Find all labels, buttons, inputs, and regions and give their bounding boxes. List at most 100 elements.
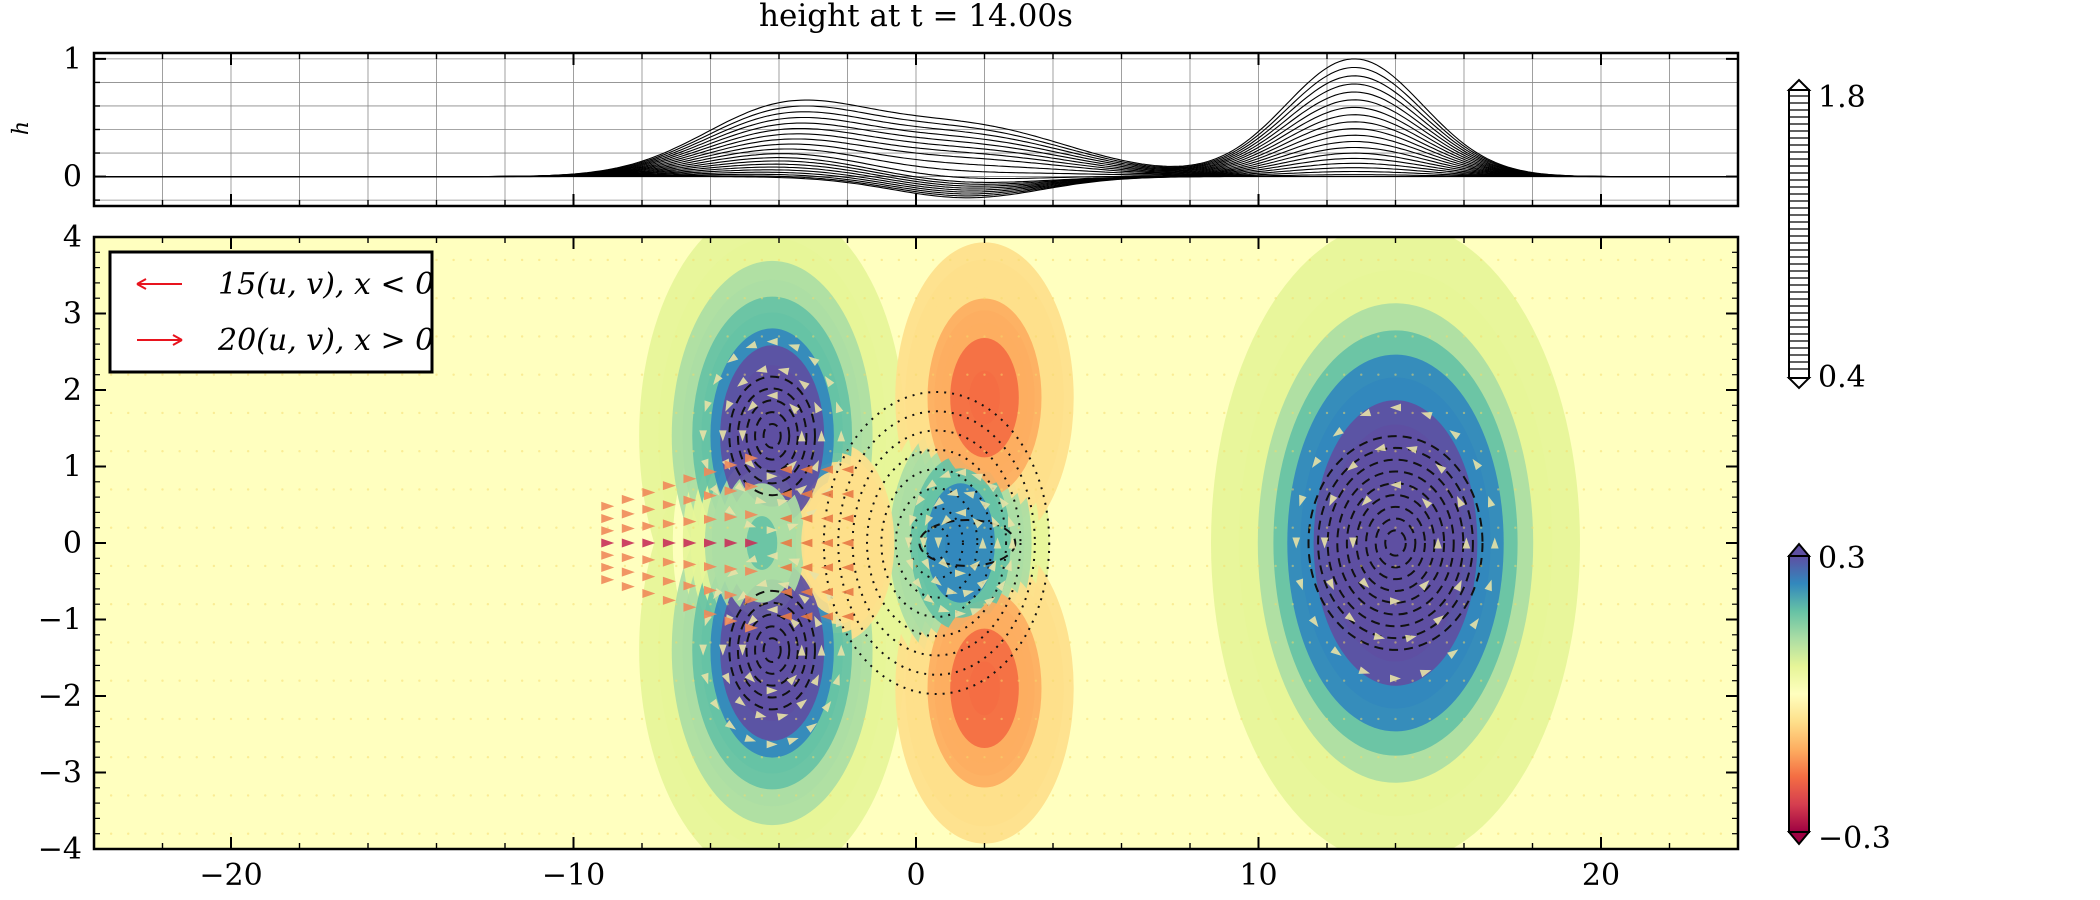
- velocity-arrow-small: [1240, 373, 1243, 376]
- velocity-arrow-small: [435, 450, 438, 453]
- velocity-arrow-small: [1137, 297, 1140, 300]
- velocity-arrow-small: [880, 450, 883, 453]
- velocity-arrow-small: [315, 526, 318, 529]
- velocity-arrow-small: [161, 526, 164, 529]
- velocity-arrow-small: [1548, 335, 1551, 338]
- velocity-arrow-small: [264, 794, 267, 797]
- velocity-arrow-small: [1223, 679, 1226, 682]
- velocity-arrow-small: [675, 717, 678, 721]
- velocity-arrow-small: [1719, 717, 1723, 721]
- velocity-arrow-small: [1719, 679, 1723, 682]
- velocity-arrow-small: [1719, 756, 1723, 759]
- velocity-arrow: [755, 365, 768, 373]
- velocity-arrow-small: [418, 526, 421, 529]
- velocity-arrow-small: [418, 832, 421, 835]
- velocity-arrow-small: [1599, 411, 1603, 415]
- velocity-arrow: [835, 615, 844, 628]
- velocity-arrow-small: [469, 641, 472, 644]
- velocity-arrow-small: [726, 717, 729, 721]
- velocity-arrow-small: [109, 411, 113, 415]
- velocity-arrow-small: [178, 526, 181, 529]
- height-contour-dotted: [851, 429, 1022, 657]
- velocity-arrow-small: [538, 450, 541, 453]
- velocity-arrow-small: [1411, 564, 1414, 568]
- velocity-arrow-small: [503, 373, 507, 376]
- velocity-arrow-small: [606, 297, 609, 300]
- velocity-arrow-small: [1531, 756, 1534, 759]
- velocity-arrow: [820, 489, 833, 499]
- velocity-arrow-small: [161, 832, 164, 835]
- legend-label-left: 15(u, v), x < 0: [218, 267, 434, 302]
- velocity-arrow: [837, 430, 846, 442]
- velocity-arrow-small: [589, 679, 592, 682]
- velocity-arrow-small: [657, 679, 661, 682]
- velocity-arrow-small: [623, 488, 627, 491]
- velocity-arrow-small: [1548, 641, 1551, 644]
- velocity-arrow-small: [486, 756, 490, 759]
- velocity-arrow: [704, 467, 717, 477]
- velocity-arrow: [1487, 495, 1496, 508]
- velocity-arrow: [1405, 446, 1418, 454]
- velocity-arrow-small: [1514, 258, 1517, 262]
- velocity-arrow: [940, 514, 952, 526]
- velocity-arrow: [987, 559, 997, 572]
- velocity-arrow-small: [1360, 526, 1363, 529]
- velocity-arrow-small: [777, 564, 781, 568]
- velocity-arrow-small: [555, 603, 558, 606]
- velocity-arrow-small: [366, 641, 370, 644]
- velocity-arrow-small: [1462, 564, 1466, 568]
- velocity-arrow-small: [1068, 335, 1072, 338]
- velocity-arrow-small: [1685, 373, 1688, 376]
- velocity-arrow-small: [1205, 679, 1209, 682]
- velocity-arrow-small: [709, 297, 712, 300]
- velocity-arrow-small: [1719, 603, 1723, 606]
- velocity-arrow-small: [469, 335, 472, 338]
- velocity-arrow: [1346, 460, 1358, 471]
- velocity-arrow-small: [1137, 335, 1140, 338]
- velocity-arrow-small: [846, 794, 849, 797]
- velocity-arrow-small: [1120, 297, 1123, 300]
- velocity-arrow-small: [538, 411, 541, 415]
- velocity-arrow: [766, 472, 778, 481]
- velocity-arrow-small: [144, 832, 147, 835]
- velocity-arrow: [938, 604, 950, 613]
- velocity-arrow-small: [520, 258, 524, 262]
- velocity-arrow-small: [675, 794, 678, 797]
- velocity-arrow-small: [503, 794, 507, 797]
- velocity-arrow: [810, 460, 819, 472]
- velocity-arrow: [601, 526, 615, 536]
- velocity-arrow: [745, 623, 759, 633]
- velocity-arrow-small: [1497, 832, 1500, 835]
- velocity-arrow-small: [1171, 679, 1175, 682]
- velocity-arrow-small: [1086, 564, 1089, 568]
- velocity-arrow: [1453, 580, 1462, 592]
- velocity-arrow-small: [383, 488, 387, 491]
- velocity-arrow-small: [1137, 488, 1140, 491]
- velocity-arrow-small: [743, 679, 746, 682]
- velocity-arrow-small: [520, 335, 524, 338]
- velocity-arrow-small: [572, 373, 575, 376]
- velocity-arrow-small: [743, 717, 746, 721]
- velocity-arrow-small: [503, 756, 507, 759]
- velocity-arrow-small: [1479, 450, 1483, 453]
- velocity-arrow-small: [812, 717, 815, 721]
- velocity-arrow-small: [743, 411, 746, 415]
- velocity-arrow-small: [178, 450, 181, 453]
- velocity-arrow: [779, 489, 792, 499]
- velocity-arrow-small: [1360, 258, 1363, 262]
- velocity-arrow-small: [469, 297, 472, 300]
- velocity-arrow-small: [572, 603, 575, 606]
- velocity-arrow-small: [1205, 335, 1209, 338]
- velocity-arrow-small: [315, 832, 318, 835]
- velocity-arrow-small: [966, 411, 969, 415]
- velocity-arrow-small: [1240, 526, 1243, 529]
- velocity-arrow-small: [931, 717, 935, 721]
- velocity-arrow-small: [812, 756, 815, 759]
- velocity-arrow-small: [1668, 411, 1671, 415]
- velocity-arrow-small: [1668, 564, 1671, 568]
- velocity-arrow-small: [418, 488, 421, 491]
- velocity-arrow-small: [692, 526, 695, 529]
- velocity-arrow-small: [726, 832, 729, 835]
- velocity-arrow-small: [623, 297, 627, 300]
- height-colorbar-hatching: [1789, 95, 1809, 370]
